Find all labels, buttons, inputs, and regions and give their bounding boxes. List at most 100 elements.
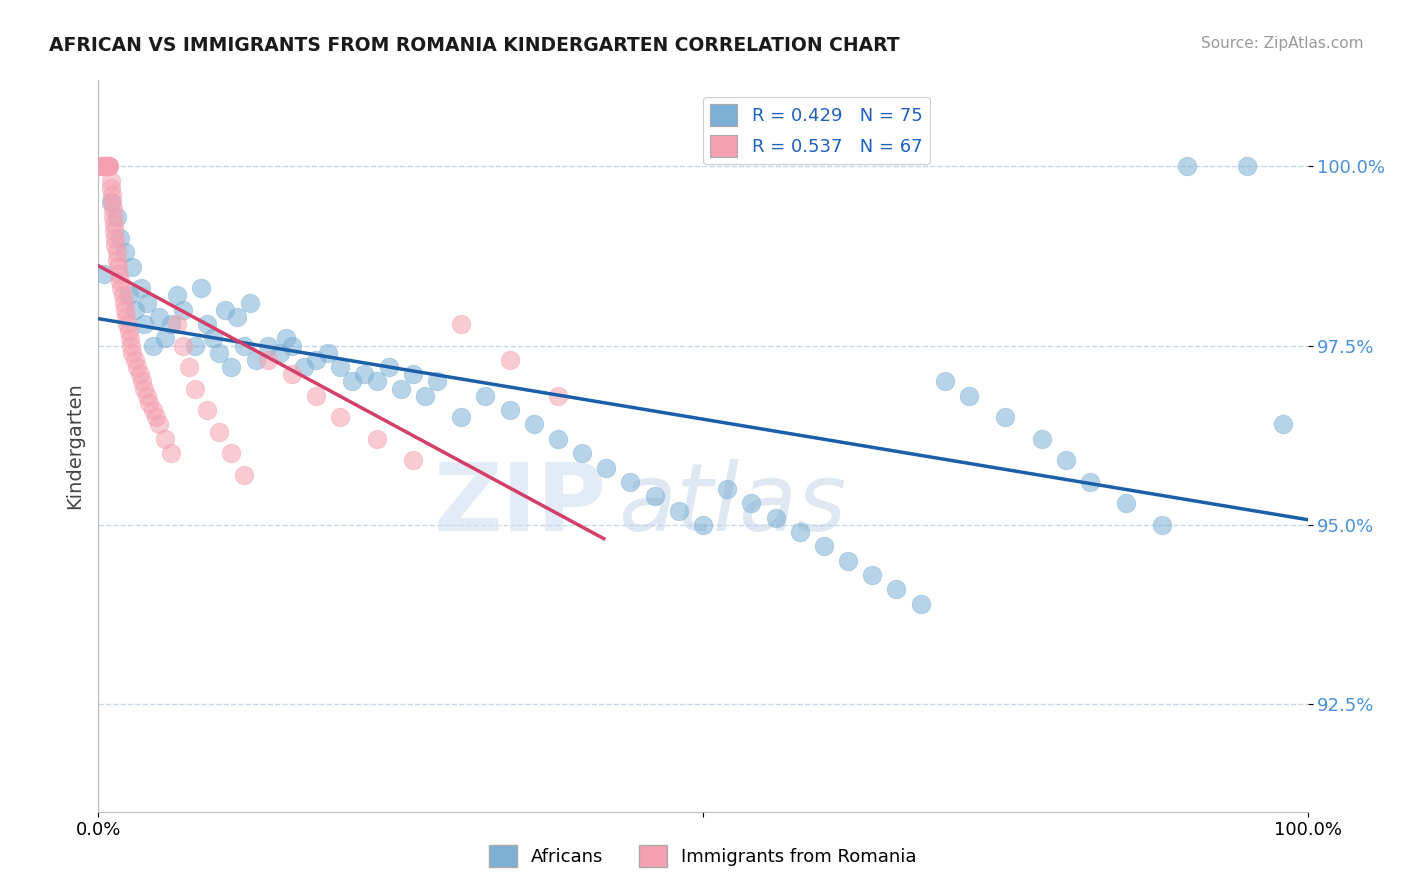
Text: AFRICAN VS IMMIGRANTS FROM ROMANIA KINDERGARTEN CORRELATION CHART: AFRICAN VS IMMIGRANTS FROM ROMANIA KINDE… (49, 36, 900, 54)
Point (523, 417, 546, 432)
Point (90, 159, 112, 173)
Point (353, 368, 375, 382)
Point (108, 267, 131, 281)
Point (1078, 475, 1101, 489)
Point (128, 368, 150, 382)
Point (910, 597, 932, 611)
Point (172, 302, 194, 317)
Point (103, 217, 125, 231)
Point (1054, 453, 1077, 467)
Point (668, 503, 690, 517)
Point (232, 338, 254, 352)
Point (124, 353, 146, 368)
Point (100, 181, 122, 195)
Point (329, 360, 352, 375)
Point (389, 382, 412, 396)
Point (221, 446, 243, 460)
Point (214, 302, 236, 317)
Point (498, 403, 520, 417)
Point (142, 338, 165, 352)
Point (105, 245, 128, 260)
Point (142, 403, 165, 417)
Point (402, 368, 425, 382)
Point (1175, 159, 1198, 173)
Point (274, 331, 297, 345)
Point (208, 345, 231, 359)
Point (184, 382, 207, 396)
Point (91, 159, 114, 173)
Point (115, 310, 138, 324)
Point (232, 467, 254, 482)
Point (160, 317, 183, 331)
Point (716, 482, 738, 496)
Point (1272, 417, 1295, 432)
Point (813, 540, 835, 554)
Point (239, 295, 262, 310)
Point (107, 260, 129, 274)
Point (100, 174, 122, 188)
Point (114, 302, 136, 317)
Point (166, 288, 188, 302)
Point (366, 375, 388, 389)
Point (112, 295, 135, 310)
Point (93, 159, 115, 173)
Point (98, 159, 121, 173)
Point (316, 345, 339, 359)
Point (166, 317, 188, 331)
Point (692, 517, 714, 532)
Point (91, 159, 114, 173)
Text: ZIP: ZIP (433, 458, 606, 550)
Point (100, 188, 122, 202)
Point (292, 360, 315, 375)
Point (101, 202, 124, 217)
Point (135, 295, 157, 310)
Point (148, 417, 170, 432)
Point (413, 389, 436, 403)
Point (135, 389, 157, 403)
Point (329, 410, 352, 425)
Point (765, 510, 787, 524)
Text: atlas: atlas (619, 459, 846, 550)
Point (498, 353, 520, 368)
Point (934, 375, 956, 389)
Point (1152, 517, 1174, 532)
Point (221, 360, 243, 375)
Point (118, 331, 141, 345)
Point (134, 317, 156, 331)
Point (450, 317, 472, 331)
Point (93, 267, 115, 281)
Legend: Africans, Immigrants from Romania: Africans, Immigrants from Romania (482, 838, 924, 874)
Point (740, 496, 762, 510)
Point (97, 159, 120, 173)
Point (110, 281, 132, 295)
Point (571, 446, 593, 460)
Point (153, 432, 176, 446)
Point (256, 338, 278, 352)
Point (619, 475, 641, 489)
Point (179, 360, 201, 375)
Point (121, 260, 143, 274)
Point (105, 210, 128, 224)
Point (96, 159, 118, 173)
Point (789, 524, 811, 539)
Point (184, 338, 207, 352)
Point (305, 353, 328, 368)
Point (1236, 159, 1258, 173)
Point (111, 288, 134, 302)
Point (957, 389, 980, 403)
Point (547, 389, 569, 403)
Point (117, 317, 139, 331)
Point (124, 302, 146, 317)
Point (269, 345, 291, 359)
Text: Source: ZipAtlas.com: Source: ZipAtlas.com (1201, 36, 1364, 51)
Point (114, 245, 136, 260)
Point (94, 159, 117, 173)
Point (595, 460, 617, 475)
Point (202, 331, 225, 345)
Point (108, 274, 131, 288)
Point (93, 159, 115, 173)
Point (120, 338, 142, 352)
Point (281, 368, 304, 382)
Point (100, 195, 122, 210)
Point (145, 410, 167, 425)
